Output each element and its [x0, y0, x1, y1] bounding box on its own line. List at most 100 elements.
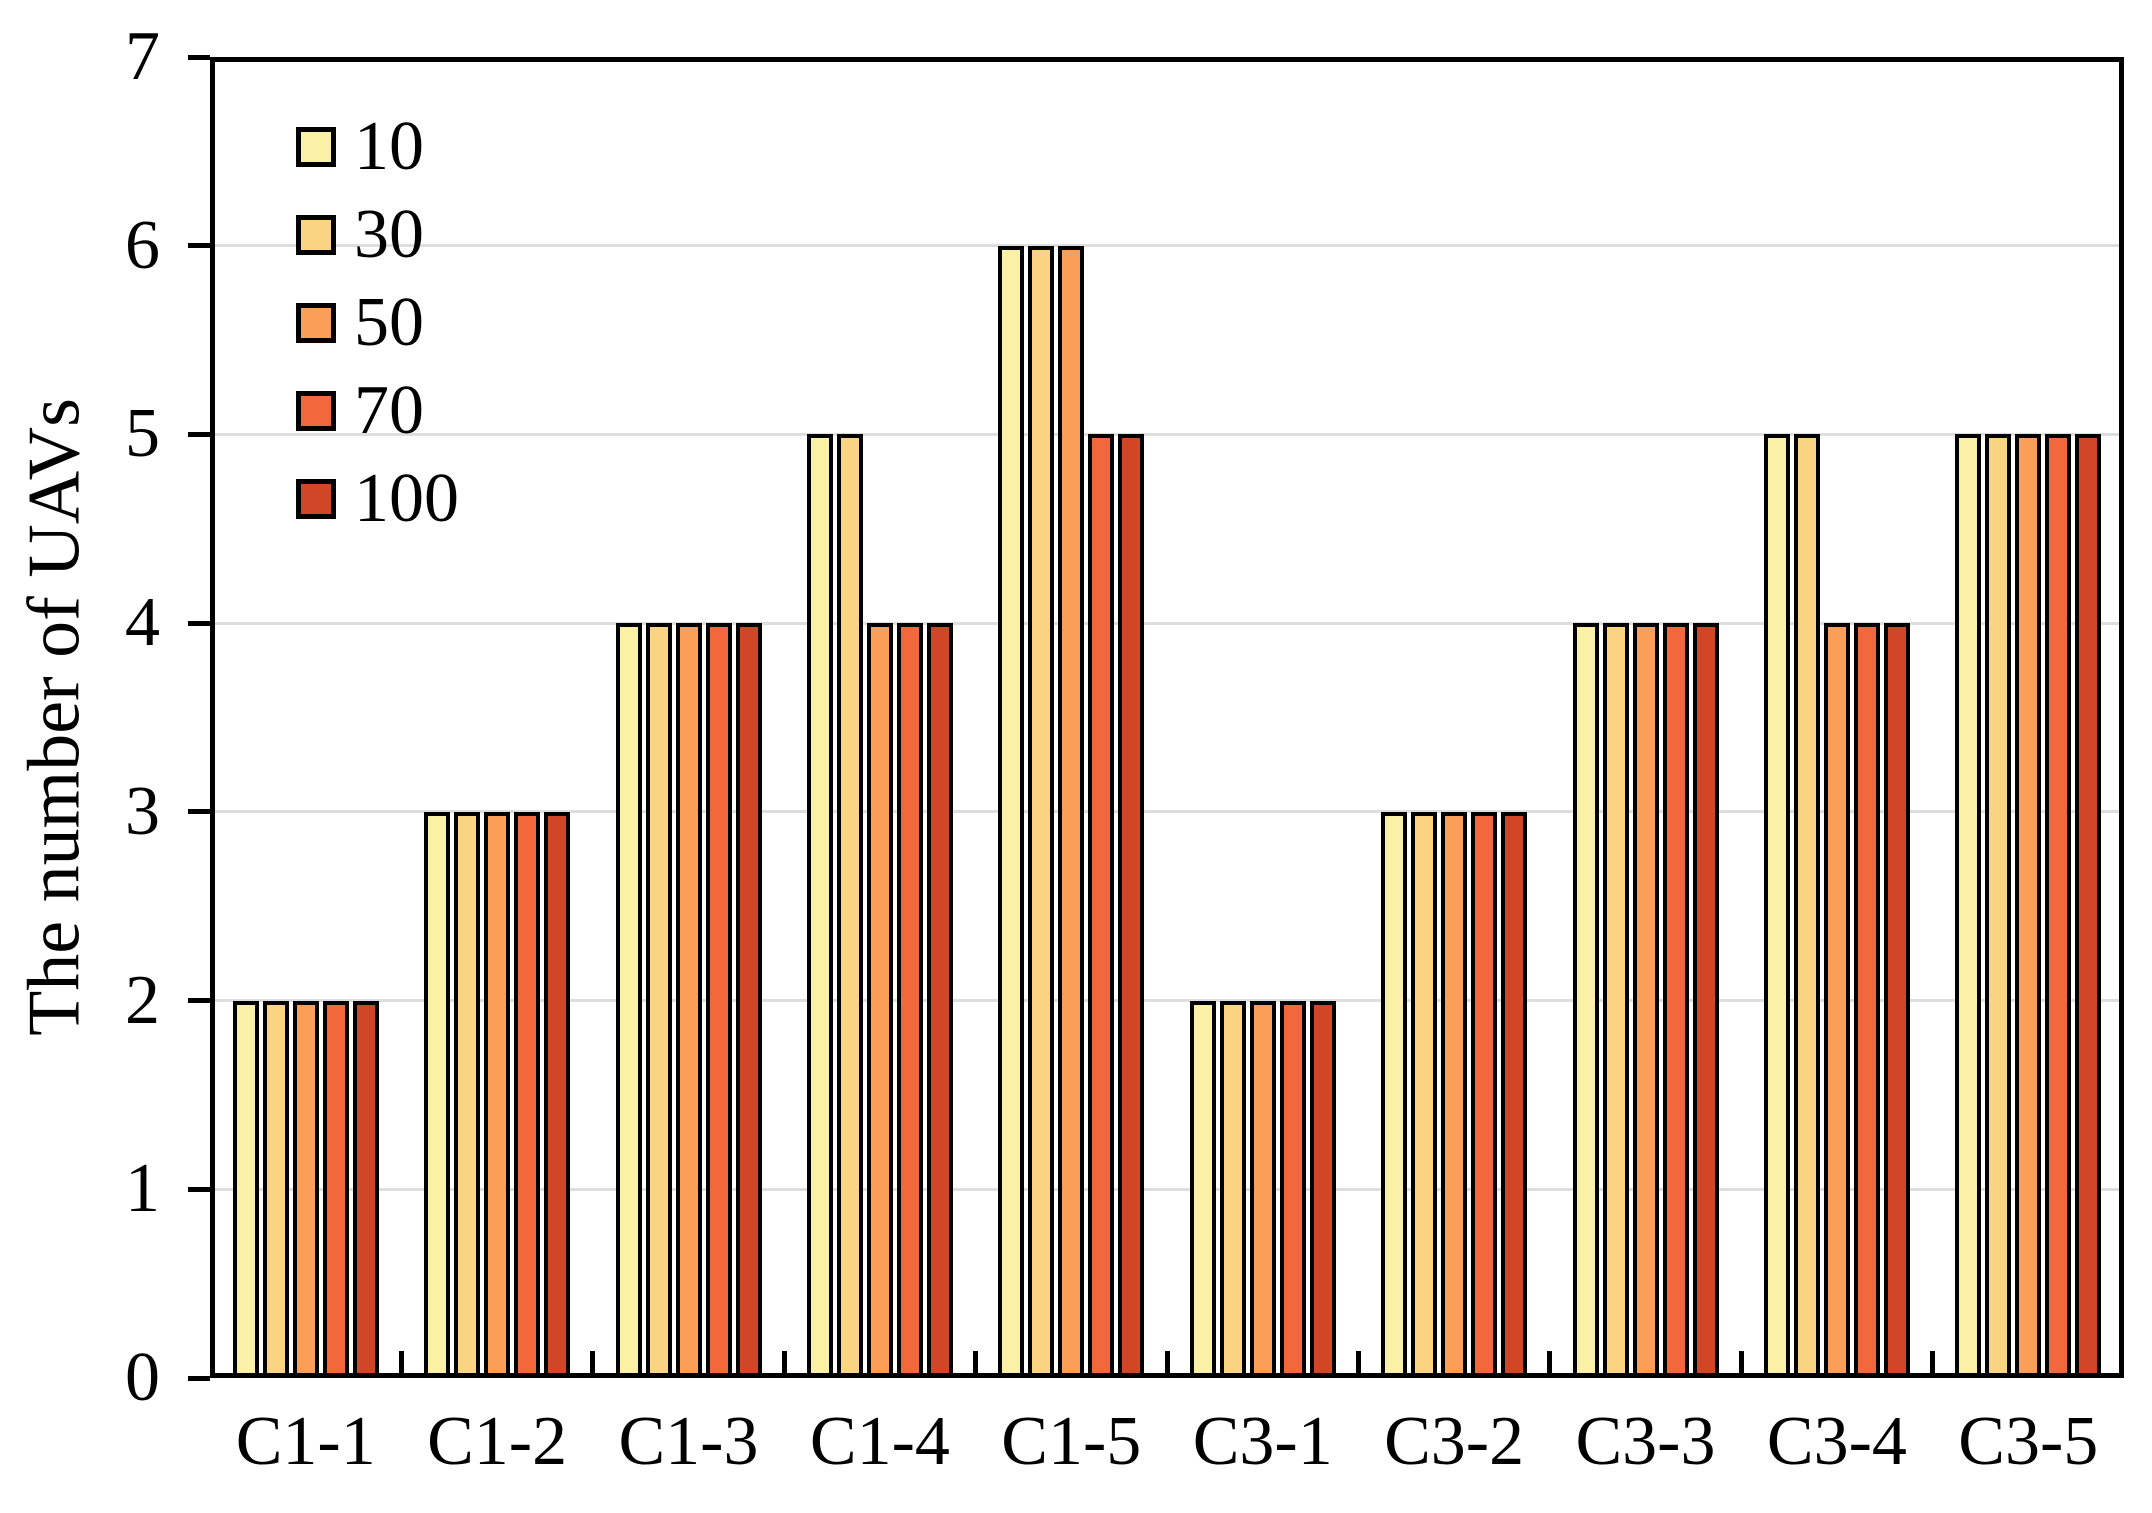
y-tick-5 [188, 431, 210, 437]
x-boundary-tick-6 [1355, 1351, 1361, 1373]
x-tick-label-C3-2: C3-2 [1384, 1403, 1525, 1480]
bar-C3-5-30 [1985, 434, 2012, 1378]
y-tick-label-1: 1 [125, 1150, 160, 1228]
x-tick-label-C3-4: C3-4 [1766, 1403, 1907, 1480]
bar-C1-2-30 [454, 811, 481, 1378]
bar-C3-4-70 [1853, 623, 1880, 1378]
bar-C1-4-10 [806, 434, 833, 1378]
gridline-3 [215, 810, 2119, 814]
bar-C3-4-30 [1793, 434, 1820, 1378]
bar-C3-5-10 [1955, 434, 1982, 1378]
x-boundary-tick-3 [781, 1351, 787, 1373]
bar-C3-3-70 [1662, 623, 1689, 1378]
legend-swatch-70 [296, 391, 336, 431]
gridline-4 [215, 621, 2119, 625]
bar-C3-2-30 [1411, 811, 1438, 1378]
bar-C3-2-50 [1441, 811, 1468, 1378]
y-tick-label-6: 6 [125, 206, 160, 284]
y-axis-title: The number of UAVs [13, 398, 96, 1036]
y-tick-label-7: 7 [125, 18, 160, 95]
bar-C3-3-30 [1602, 623, 1629, 1378]
legend-label-10: 10 [354, 108, 424, 185]
bar-C1-2-70 [514, 811, 541, 1378]
bar-C1-3-70 [705, 623, 732, 1378]
bar-C1-5-70 [1088, 434, 1115, 1378]
bar-C3-1-30 [1219, 1000, 1246, 1378]
bar-C1-4-50 [866, 623, 893, 1378]
legend-item-100: 100 [296, 455, 459, 543]
y-tick-label-4: 4 [125, 584, 160, 662]
bar-C3-1-10 [1189, 1000, 1216, 1378]
x-boundary-tick-9 [1930, 1351, 1936, 1373]
x-boundary-tick-1 [398, 1351, 404, 1373]
bar-C1-2-100 [544, 811, 571, 1378]
bar-C3-3-100 [1692, 623, 1719, 1378]
x-boundary-tick-5 [1164, 1351, 1170, 1373]
legend-item-10: 10 [296, 103, 459, 191]
x-tick-label-C1-3: C1-3 [618, 1403, 759, 1480]
bar-C3-4-100 [1883, 623, 1910, 1378]
bar-C1-4-100 [926, 623, 953, 1378]
x-tick-label-C3-1: C3-1 [1192, 1403, 1333, 1480]
bar-C1-5-10 [998, 245, 1025, 1378]
bar-C3-5-70 [2045, 434, 2072, 1378]
legend-swatch-10 [296, 127, 336, 167]
bar-C3-2-70 [1471, 811, 1498, 1378]
bar-C1-1-10 [232, 1000, 259, 1378]
gridline-2 [215, 999, 2119, 1003]
x-boundary-tick-8 [1738, 1351, 1744, 1373]
bar-C1-5-50 [1058, 245, 1085, 1378]
bar-C1-1-50 [292, 1000, 319, 1378]
x-boundary-tick-7 [1547, 1351, 1553, 1373]
bar-C1-1-30 [262, 1000, 289, 1378]
gridline-1 [215, 1187, 2119, 1191]
x-tick-label-C3-5: C3-5 [1958, 1403, 2099, 1480]
legend-item-50: 50 [296, 279, 459, 367]
bar-C1-3-100 [735, 623, 762, 1378]
legend-swatch-30 [296, 215, 336, 255]
legend-swatch-50 [296, 303, 336, 343]
bar-C1-1-70 [322, 1000, 349, 1378]
y-tick-0 [188, 1375, 210, 1381]
x-tick-label-C3-3: C3-3 [1575, 1403, 1716, 1480]
x-tick-label-C1-1: C1-1 [235, 1403, 376, 1480]
bar-C3-5-100 [2075, 434, 2102, 1378]
bar-C1-3-30 [645, 623, 672, 1378]
bar-C1-2-50 [484, 811, 511, 1378]
bar-C3-5-50 [2015, 434, 2042, 1378]
bar-C1-1-100 [352, 1000, 379, 1378]
bar-C1-2-10 [424, 811, 451, 1378]
y-tick-6 [188, 243, 210, 249]
legend-swatch-100 [296, 479, 336, 519]
legend: 10 30 50 70 100 [296, 103, 459, 543]
y-tick-label-2: 2 [125, 961, 160, 1039]
bar-C3-1-70 [1279, 1000, 1306, 1378]
gridline-6 [215, 244, 2119, 248]
bar-C1-4-70 [896, 623, 923, 1378]
y-tick-7 [188, 54, 210, 60]
bar-C1-3-50 [675, 623, 702, 1378]
legend-label-30: 30 [354, 196, 424, 273]
bar-C1-4-30 [836, 434, 863, 1378]
y-tick-1 [188, 1186, 210, 1192]
x-tick-label-C1-5: C1-5 [1001, 1403, 1142, 1480]
x-boundary-tick-4 [973, 1351, 979, 1373]
x-tick-label-C1-2: C1-2 [427, 1403, 568, 1480]
bar-C3-2-10 [1381, 811, 1408, 1378]
bar-C3-1-100 [1309, 1000, 1336, 1378]
y-tick-3 [188, 809, 210, 815]
y-tick-label-0: 0 [125, 1339, 160, 1416]
legend-label-100: 100 [354, 460, 459, 537]
bar-C3-4-50 [1823, 623, 1850, 1378]
bar-C3-3-50 [1632, 623, 1659, 1378]
bar-C3-4-10 [1763, 434, 1790, 1378]
x-boundary-tick-2 [590, 1351, 596, 1373]
bar-C3-3-10 [1572, 623, 1599, 1378]
y-tick-2 [188, 998, 210, 1004]
gridline-5 [215, 432, 2119, 436]
y-tick-label-5: 5 [125, 395, 160, 473]
legend-item-30: 30 [296, 191, 459, 279]
y-tick-4 [188, 620, 210, 626]
y-tick-label-3: 3 [125, 772, 160, 850]
